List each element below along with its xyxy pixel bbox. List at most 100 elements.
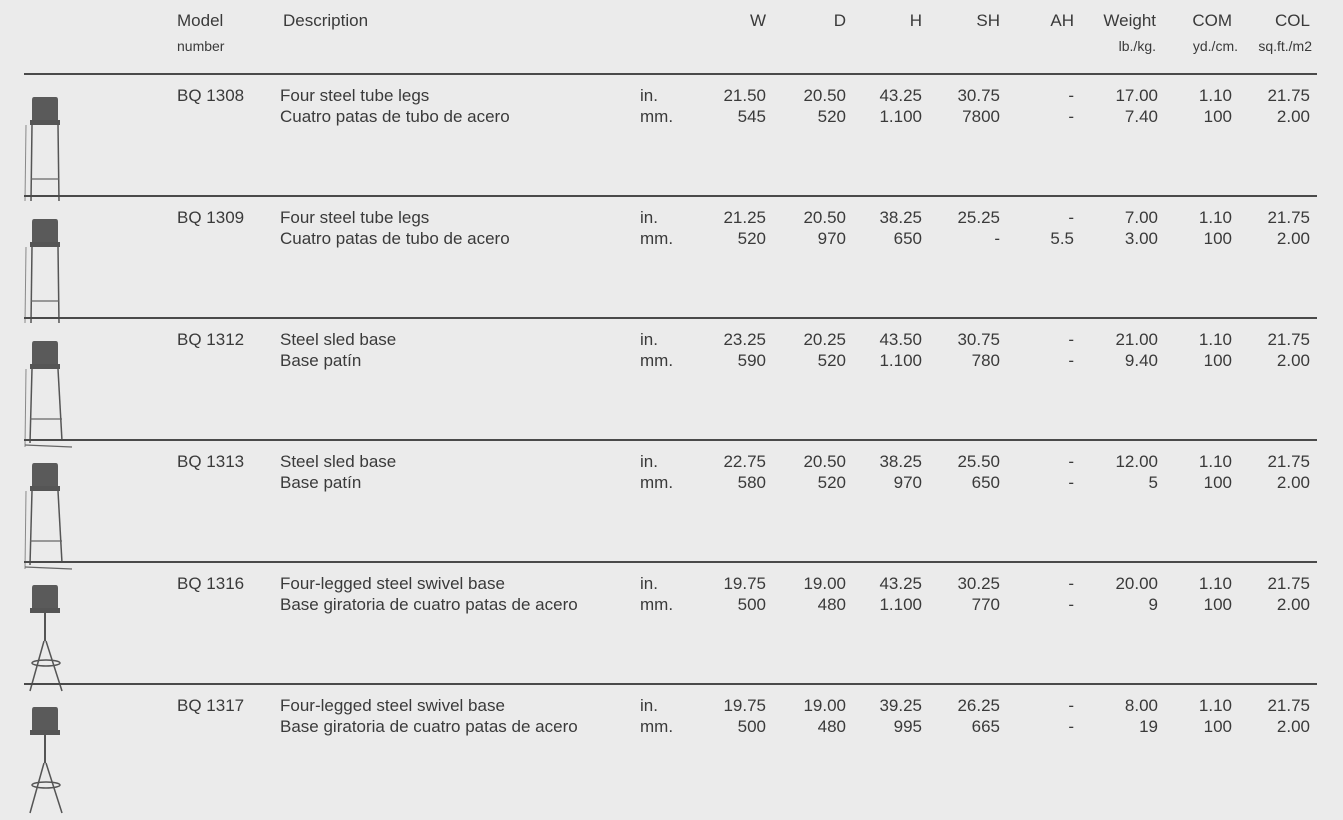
value-sh-in: 26.25 xyxy=(957,696,1000,715)
unit-mm: mm. xyxy=(640,595,674,614)
value-ah-in: - xyxy=(1068,86,1074,105)
value-h-mm: 995 xyxy=(893,717,922,736)
value-ah-mm: - xyxy=(1068,473,1074,492)
row-divider xyxy=(24,73,1317,75)
value-col-mm: 2.00 xyxy=(1276,473,1310,492)
description-es: Base giratoria de cuatro patas de acero xyxy=(280,595,578,614)
value-com-in: 1.10 xyxy=(1198,696,1232,715)
value-com-in: 1.10 xyxy=(1198,208,1232,227)
value-d-in: 19.00 xyxy=(803,696,846,715)
value-col-in: 21.75 xyxy=(1267,452,1310,471)
description-es: Base giratoria de cuatro patas de acero xyxy=(280,717,578,736)
value-sh-in: 30.25 xyxy=(957,574,1000,593)
header-com-sub: yd./cm. xyxy=(1192,38,1238,54)
header-weight-sub: lb./kg. xyxy=(1118,38,1156,54)
value-sh-mm: 770 xyxy=(971,595,1000,614)
header-sh: SH xyxy=(976,11,1000,30)
unit-mm: mm. xyxy=(640,229,674,248)
value-w-in: 23.25 xyxy=(723,330,766,349)
value-w-in: 19.75 xyxy=(723,696,766,715)
value-d-mm: 520 xyxy=(817,107,846,126)
description-en: Four steel tube legs xyxy=(280,86,430,105)
swivel-base-stool-icon xyxy=(22,581,82,693)
unit-mm: mm. xyxy=(640,107,674,126)
value-d-mm: 480 xyxy=(817,595,846,614)
value-weight-mm: 3.00 xyxy=(1124,229,1158,248)
value-d-in: 20.50 xyxy=(803,86,846,105)
value-weight-in: 8.00 xyxy=(1124,696,1158,715)
value-com-mm: 100 xyxy=(1203,351,1232,370)
value-com-in: 1.10 xyxy=(1198,452,1232,471)
value-sh-in: 30.75 xyxy=(957,86,1000,105)
value-weight-in: 21.00 xyxy=(1115,330,1158,349)
description-es: Base patín xyxy=(280,351,362,370)
value-w-mm: 590 xyxy=(737,351,766,370)
model-number: BQ 1316 xyxy=(177,574,245,593)
value-col-mm: 2.00 xyxy=(1276,595,1310,614)
unit-mm: mm. xyxy=(640,351,674,370)
tube-leg-stool-icon xyxy=(22,215,82,327)
value-w-mm: 545 xyxy=(737,107,766,126)
value-w-mm: 500 xyxy=(737,595,766,614)
value-ah-mm: 5.5 xyxy=(1050,229,1074,248)
row-divider xyxy=(24,195,1317,197)
model-number: BQ 1308 xyxy=(177,86,245,105)
header-com: COM xyxy=(1192,11,1232,30)
value-d-mm: 520 xyxy=(817,473,846,492)
value-weight-mm: 9 xyxy=(1148,595,1158,614)
unit-inches: in. xyxy=(640,574,658,593)
header-ah: AH xyxy=(1050,11,1074,30)
value-d-mm: 520 xyxy=(817,351,846,370)
sled-base-stool-icon xyxy=(22,337,82,449)
description-es: Cuatro patas de tubo de acero xyxy=(280,229,510,248)
value-h-in: 38.25 xyxy=(879,452,922,471)
value-sh-mm: 7800 xyxy=(962,107,1000,126)
model-number: BQ 1312 xyxy=(177,330,245,349)
value-com-mm: 100 xyxy=(1203,717,1232,736)
value-h-mm: 650 xyxy=(893,229,922,248)
model-number: BQ 1313 xyxy=(177,452,245,471)
unit-mm: mm. xyxy=(640,717,674,736)
value-weight-in: 7.00 xyxy=(1124,208,1158,227)
sled-base-stool-icon xyxy=(22,459,82,571)
value-h-mm: 1.100 xyxy=(879,595,922,614)
description-en: Four-legged steel swivel base xyxy=(280,574,505,593)
value-weight-in: 20.00 xyxy=(1115,574,1158,593)
value-ah-in: - xyxy=(1068,452,1074,471)
value-h-in: 39.25 xyxy=(879,696,922,715)
value-col-in: 21.75 xyxy=(1267,330,1310,349)
table-row: BQ 1313 Steel sled base Base patín in. mm. 22… xyxy=(0,439,1343,570)
value-weight-mm: 9.40 xyxy=(1124,351,1158,370)
value-col-in: 21.75 xyxy=(1267,696,1310,715)
value-com-mm: 100 xyxy=(1203,473,1232,492)
value-w-mm: 520 xyxy=(737,229,766,248)
value-com-in: 1.10 xyxy=(1198,86,1232,105)
description-es: Base patín xyxy=(280,473,362,492)
value-d-in: 20.25 xyxy=(803,330,846,349)
value-col-in: 21.75 xyxy=(1267,208,1310,227)
value-ah-mm: - xyxy=(1068,107,1074,126)
model-number: BQ 1317 xyxy=(177,696,245,715)
table-row: BQ 1312 Steel sled base Base patín in. mm. 23… xyxy=(0,317,1343,448)
value-col-in: 21.75 xyxy=(1267,86,1310,105)
description-es: Cuatro patas de tubo de acero xyxy=(280,107,510,126)
table-row: BQ 1308 Four steel tube legs Cuatro patas … xyxy=(0,73,1343,202)
value-w-in: 19.75 xyxy=(723,574,766,593)
value-h-in: 43.50 xyxy=(879,330,922,349)
table-row: BQ 1316 Four-legged steel swivel base Base… xyxy=(0,561,1343,692)
value-sh-mm: 665 xyxy=(971,717,1000,736)
value-h-mm: 1.100 xyxy=(879,351,922,370)
value-w-mm: 500 xyxy=(737,717,766,736)
swivel-base-stool-icon xyxy=(22,703,82,815)
value-sh-in: 25.25 xyxy=(957,208,1000,227)
table-row: BQ 1317 Four-legged steel swivel base Base… xyxy=(0,683,1343,814)
header-model: Model xyxy=(177,11,224,30)
description-en: Four-legged steel swivel base xyxy=(280,696,505,715)
value-d-in: 20.50 xyxy=(803,208,846,227)
description-en: Steel sled base xyxy=(280,330,397,349)
value-h-in: 43.25 xyxy=(879,86,922,105)
value-ah-mm: - xyxy=(1068,351,1074,370)
unit-mm: mm. xyxy=(640,473,674,492)
header-col-sub: sq.ft./m2 xyxy=(1258,38,1312,54)
value-sh-mm: - xyxy=(994,229,1000,248)
